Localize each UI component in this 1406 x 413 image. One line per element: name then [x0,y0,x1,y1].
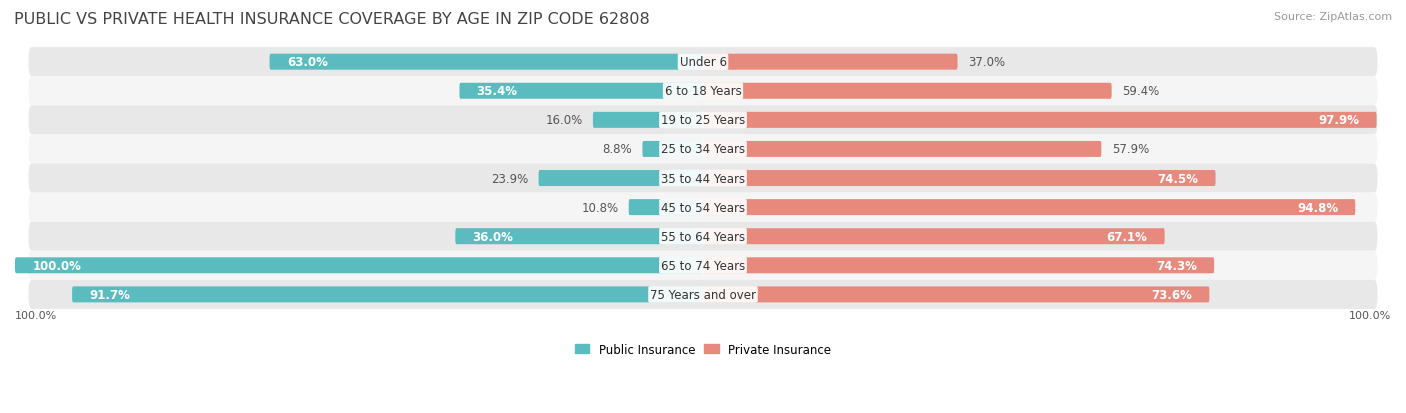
Text: 65 to 74 Years: 65 to 74 Years [661,259,745,272]
Text: 55 to 64 Years: 55 to 64 Years [661,230,745,243]
FancyBboxPatch shape [28,106,1378,135]
FancyBboxPatch shape [703,171,1216,187]
FancyBboxPatch shape [703,83,1112,100]
Text: 57.9%: 57.9% [1112,143,1149,156]
Text: 67.1%: 67.1% [1107,230,1147,243]
Text: 94.8%: 94.8% [1296,201,1339,214]
FancyBboxPatch shape [593,113,703,128]
FancyBboxPatch shape [703,229,1164,244]
Text: 19 to 25 Years: 19 to 25 Years [661,114,745,127]
Text: 10.8%: 10.8% [581,201,619,214]
Text: 97.9%: 97.9% [1319,114,1360,127]
FancyBboxPatch shape [643,142,703,157]
Text: 100.0%: 100.0% [15,310,58,320]
Text: 73.6%: 73.6% [1152,288,1192,301]
Text: 6 to 18 Years: 6 to 18 Years [665,85,741,98]
FancyBboxPatch shape [703,55,957,71]
FancyBboxPatch shape [538,171,703,187]
FancyBboxPatch shape [28,164,1378,193]
FancyBboxPatch shape [703,287,1209,303]
FancyBboxPatch shape [28,222,1378,251]
Text: 8.8%: 8.8% [603,143,633,156]
FancyBboxPatch shape [28,193,1378,222]
Text: 100.0%: 100.0% [1348,310,1391,320]
FancyBboxPatch shape [28,77,1378,106]
FancyBboxPatch shape [703,199,1355,216]
FancyBboxPatch shape [28,280,1378,309]
FancyBboxPatch shape [460,83,703,100]
FancyBboxPatch shape [28,251,1378,280]
Text: 74.3%: 74.3% [1156,259,1197,272]
Text: 75 Years and over: 75 Years and over [650,288,756,301]
Text: 23.9%: 23.9% [491,172,529,185]
FancyBboxPatch shape [15,258,703,274]
Text: 35.4%: 35.4% [477,85,517,98]
FancyBboxPatch shape [703,258,1215,274]
Text: 100.0%: 100.0% [32,259,82,272]
FancyBboxPatch shape [628,199,703,216]
FancyBboxPatch shape [456,229,703,244]
Text: Under 6: Under 6 [679,56,727,69]
FancyBboxPatch shape [28,135,1378,164]
FancyBboxPatch shape [703,113,1376,128]
FancyBboxPatch shape [28,48,1378,77]
Text: 45 to 54 Years: 45 to 54 Years [661,201,745,214]
Text: 37.0%: 37.0% [967,56,1005,69]
FancyBboxPatch shape [703,142,1101,157]
Text: 91.7%: 91.7% [90,288,131,301]
Text: 35 to 44 Years: 35 to 44 Years [661,172,745,185]
Text: 63.0%: 63.0% [287,56,328,69]
Text: PUBLIC VS PRIVATE HEALTH INSURANCE COVERAGE BY AGE IN ZIP CODE 62808: PUBLIC VS PRIVATE HEALTH INSURANCE COVER… [14,12,650,27]
Text: 59.4%: 59.4% [1122,85,1159,98]
Legend: Public Insurance, Private Insurance: Public Insurance, Private Insurance [571,338,835,361]
FancyBboxPatch shape [72,287,703,303]
Text: 74.5%: 74.5% [1157,172,1198,185]
Text: 16.0%: 16.0% [546,114,582,127]
Text: 36.0%: 36.0% [472,230,513,243]
Text: Source: ZipAtlas.com: Source: ZipAtlas.com [1274,12,1392,22]
Text: 25 to 34 Years: 25 to 34 Years [661,143,745,156]
FancyBboxPatch shape [270,55,703,71]
